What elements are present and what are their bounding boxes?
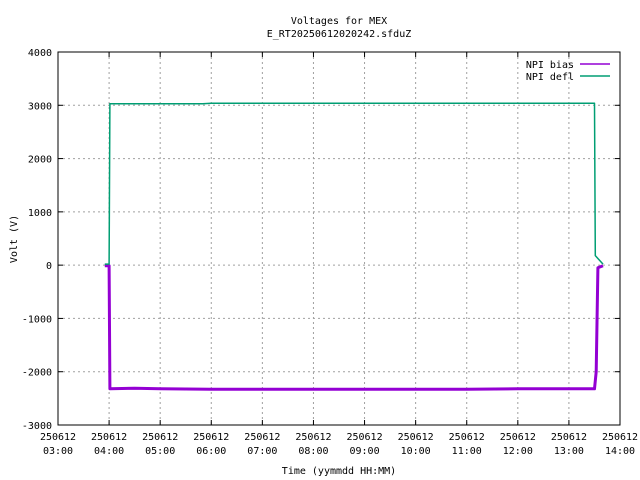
x-tick-label-time: 10:00 <box>401 446 431 457</box>
x-tick-label-time: 09:00 <box>349 446 379 457</box>
x-tick-label-time: 03:00 <box>43 446 73 457</box>
x-tick-label-date: 250612 <box>40 432 76 443</box>
x-tick-label-time: 05:00 <box>145 446 175 457</box>
x-tick-label-date: 250612 <box>500 432 536 443</box>
x-tick-label-time: 13:00 <box>554 446 584 457</box>
x-tick-label-date: 250612 <box>142 432 178 443</box>
x-tick-label-time: 04:00 <box>94 446 124 457</box>
x-axis-label: Time (yymmdd HH:MM) <box>282 466 396 477</box>
x-tick-label-time: 11:00 <box>452 446 482 457</box>
x-tick-label-date: 250612 <box>244 432 280 443</box>
x-axis: 250612 03:00 250612 04:00 250612 05:00 250612 0… <box>40 52 638 457</box>
y-tick-label: 0 <box>46 261 52 272</box>
y-axis-label: Volt (V) <box>9 215 20 263</box>
x-tick-label-time: 07:00 <box>247 446 277 457</box>
x-tick-label-date: 250612 <box>602 432 638 443</box>
x-tick-label-date: 250612 <box>449 432 485 443</box>
plot-series <box>104 102 604 391</box>
x-tick-label-time: 06:00 <box>196 446 226 457</box>
y-tick-label: -2000 <box>22 368 52 379</box>
y-tick-label: -3000 <box>22 421 52 432</box>
legend-label: NPI defl <box>526 72 574 83</box>
x-tick-label-date: 250612 <box>346 432 382 443</box>
y-tick-label: -1000 <box>22 314 52 325</box>
legend-label: NPI bias <box>526 60 574 71</box>
chart-subtitle: E_RT20250612020242.sfduZ <box>267 29 412 40</box>
x-tick-label-date: 250612 <box>295 432 331 443</box>
x-tick-label-time: 14:00 <box>605 446 635 457</box>
x-tick-label-date: 250612 <box>193 432 229 443</box>
y-axis: -3000 -2000 -1000 0 1000 2000 3000 4000 <box>22 48 620 432</box>
plot-frame <box>57 51 621 426</box>
series-line-npi-defl <box>104 102 604 265</box>
x-tick-label-date: 250612 <box>398 432 434 443</box>
y-tick-label: 4000 <box>28 48 52 59</box>
y-tick-label: 2000 <box>28 155 52 166</box>
x-tick-label-time: 12:00 <box>503 446 533 457</box>
y-tick-label: 1000 <box>28 208 52 219</box>
series-line-npi-bias <box>104 264 604 391</box>
grid <box>58 52 620 425</box>
x-tick-label-date: 250612 <box>91 432 127 443</box>
x-tick-label-time: 08:00 <box>298 446 328 457</box>
y-tick-label: 3000 <box>28 101 52 112</box>
x-tick-label-date: 250612 <box>551 432 587 443</box>
chart-title: Voltages for MEX <box>291 16 387 27</box>
